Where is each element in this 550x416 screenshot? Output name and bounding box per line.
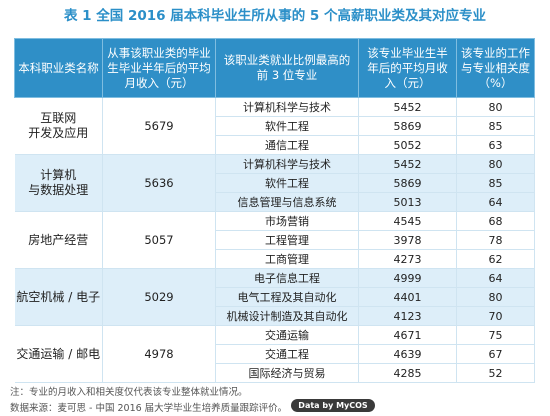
major-cell: 机械设计制造及其自动化: [215, 306, 359, 326]
relevance-cell: 52: [456, 363, 535, 383]
relevance-cell: 78: [456, 230, 535, 250]
footnote: 注：专业的月收入和相关度仅代表该专业整体就业情况。: [10, 387, 248, 398]
category-cell: 互联网 开发及应用: [14, 97, 103, 155]
table-header-row: 本科职业类名称 从事该职业类的毕业生毕业半年后的平均月收入（元） 该职业类就业比…: [14, 38, 535, 98]
major-cell: 信息管理与信息系统: [215, 192, 359, 212]
category-cell: 计算机 与数据处理: [14, 154, 103, 212]
category-cell: 房地产经营: [14, 211, 103, 269]
income-cell: 5452: [358, 154, 457, 174]
major-cell: 计算机科学与技术: [215, 97, 359, 117]
table-row: 国际经济与贸易 4285 52: [15, 363, 535, 383]
table-title: 表 1 全国 2016 届本科毕业生所从事的 5 个高薪职业类及其对应专业: [63, 8, 487, 24]
income-cell: 4123: [358, 306, 457, 326]
relevance-cell: 85: [456, 116, 535, 136]
major-cell: 电子信息工程: [215, 268, 359, 288]
avg-income-cell: 5636: [102, 154, 216, 212]
salary-table: 本科职业类名称 从事该职业类的毕业生毕业半年后的平均月收入（元） 该职业类就业比…: [14, 38, 535, 383]
table-row: 房地产经营 5057 市场营销 4545 68: [14, 211, 535, 269]
table-row: 信息管理与信息系统 5013 64: [15, 192, 535, 212]
relevance-cell: 85: [456, 173, 535, 193]
source-note: 数据来源：麦可思 - 中国 2016 届大学毕业生培养质量跟踪评价。: [10, 403, 288, 414]
relevance-cell: 64: [456, 192, 535, 212]
relevance-cell: 80: [456, 97, 535, 117]
major-cell: 国际经济与贸易: [215, 363, 359, 383]
table-row: 软件工程 5869 85: [15, 116, 535, 136]
header-relevance: 该专业的工作与专业相关度（%）: [456, 38, 535, 98]
header-category: 本科职业类名称: [14, 38, 103, 98]
income-cell: 3978: [358, 230, 457, 250]
income-cell: 5869: [358, 173, 457, 193]
income-cell: 4999: [358, 268, 457, 288]
major-cell: 计算机科学与技术: [215, 154, 359, 174]
category-cell: 交通运输 / 邮电: [14, 325, 103, 383]
table-row: 机械设计制造及其自动化 4123 70: [15, 306, 535, 326]
income-cell: 4639: [358, 344, 457, 364]
table-row: 互联网 开发及应用 5679 计算机科学与技术 5452 80: [14, 97, 535, 155]
header-avg-income: 从事该职业类的毕业生毕业半年后的平均月收入（元）: [102, 38, 216, 98]
income-cell: 5452: [358, 97, 457, 117]
relevance-cell: 70: [456, 306, 535, 326]
header-top-majors: 该职业类就业比例最高的前 3 位专业: [215, 38, 359, 98]
relevance-cell: 80: [456, 287, 535, 307]
relevance-cell: 75: [456, 325, 535, 345]
income-cell: 5013: [358, 192, 457, 212]
table-row: 软件工程 5869 85: [15, 173, 535, 193]
header-major-income: 该专业毕业生半年后的平均月收入（元）: [358, 38, 457, 98]
income-cell: 4671: [358, 325, 457, 345]
table-row: 电气工程及其自动化 4401 80: [15, 287, 535, 307]
relevance-cell: 80: [456, 154, 535, 174]
major-cell: 软件工程: [215, 116, 359, 136]
relevance-cell: 68: [456, 211, 535, 231]
major-cell: 交通工程: [215, 344, 359, 364]
relevance-cell: 63: [456, 135, 535, 155]
relevance-cell: 64: [456, 268, 535, 288]
table-row: 交通运输 / 邮电 4978 交通运输 4671 75: [14, 325, 535, 383]
income-cell: 5052: [358, 135, 457, 155]
major-cell: 市场营销: [215, 211, 359, 231]
avg-income-cell: 5679: [102, 97, 216, 155]
data-by-badge: Data by MyCOS: [291, 399, 375, 412]
table-row: 航空机械 / 电子 5029 电子信息工程 4999 64: [14, 268, 535, 326]
major-cell: 交通运输: [215, 325, 359, 345]
table-row: 通信工程 5052 63: [15, 135, 535, 155]
major-cell: 工商管理: [215, 249, 359, 269]
table-body: 互联网 开发及应用 5679 计算机科学与技术 5452 80 软件工程 5869 85 通信工程…: [14, 97, 535, 383]
major-cell: 通信工程: [215, 135, 359, 155]
table-row: 工商管理 4273 62: [15, 249, 535, 269]
table-row: 计算机 与数据处理 5636 计算机科学与技术 5452 80: [14, 154, 535, 212]
category-cell: 航空机械 / 电子: [14, 268, 103, 326]
income-cell: 4285: [358, 363, 457, 383]
income-cell: 4545: [358, 211, 457, 231]
avg-income-cell: 5029: [102, 268, 216, 326]
avg-income-cell: 5057: [102, 211, 216, 269]
table-row: 工程管理 3978 78: [15, 230, 535, 250]
major-cell: 工程管理: [215, 230, 359, 250]
major-cell: 电气工程及其自动化: [215, 287, 359, 307]
income-cell: 5869: [358, 116, 457, 136]
relevance-cell: 67: [456, 344, 535, 364]
income-cell: 4401: [358, 287, 457, 307]
avg-income-cell: 4978: [102, 325, 216, 383]
major-cell: 软件工程: [215, 173, 359, 193]
table-row: 交通工程 4639 67: [15, 344, 535, 364]
relevance-cell: 62: [456, 249, 535, 269]
income-cell: 4273: [358, 249, 457, 269]
